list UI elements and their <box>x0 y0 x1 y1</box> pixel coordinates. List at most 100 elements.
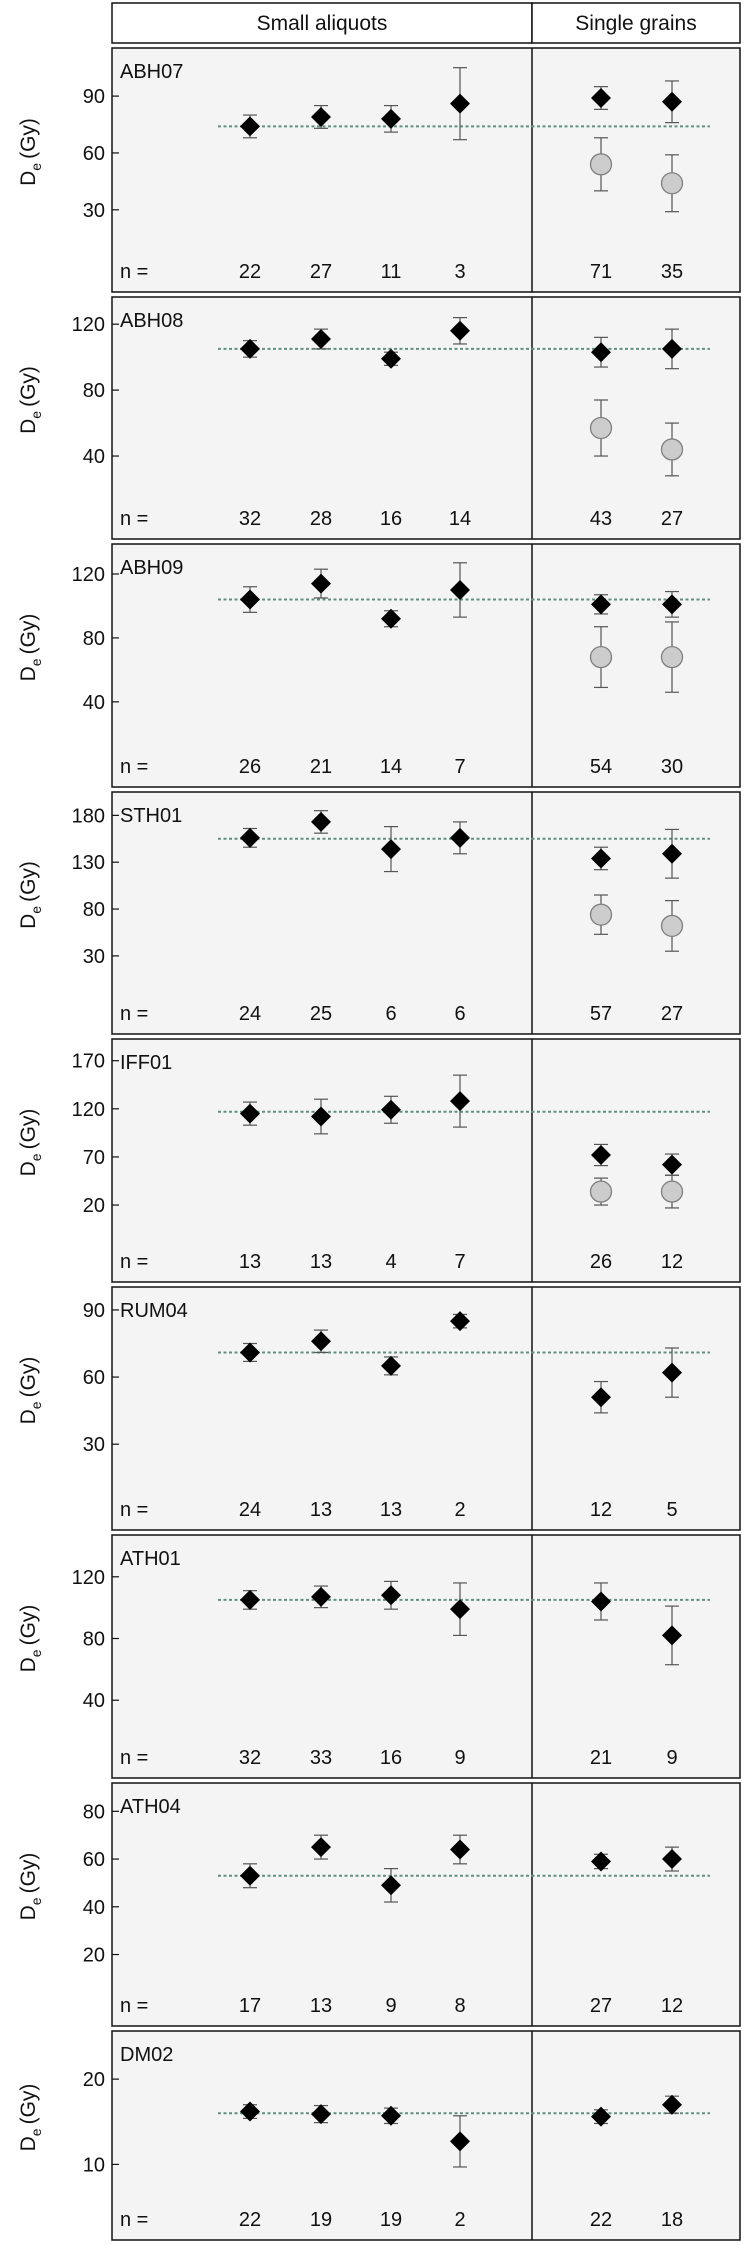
diamond-point-c <box>381 1099 401 1120</box>
panel-title: ATH04 <box>120 1796 181 1818</box>
diamond-point-b <box>311 106 331 127</box>
n-value-f: 12 <box>661 1251 683 1273</box>
y-tick-label: 80 <box>83 1629 105 1651</box>
n-value-f: 30 <box>661 756 683 778</box>
diamond-point-d <box>450 1091 470 1112</box>
n-label: n = <box>120 1995 148 2017</box>
n-value-f: 35 <box>661 261 683 283</box>
n-value-a: 24 <box>239 1003 261 1025</box>
diamond-point-d <box>450 1599 470 1620</box>
n-value-a: 32 <box>239 508 261 530</box>
y-tick-label: 30 <box>83 1434 105 1456</box>
diamond-point-b <box>311 1331 331 1352</box>
panel-title: STH01 <box>120 805 182 827</box>
panel-title: RUM04 <box>120 1300 188 1322</box>
diamond-point-c <box>381 839 401 860</box>
n-label: n = <box>120 1747 148 1769</box>
diamond-point-a <box>240 1865 260 1886</box>
panel-frame <box>111 296 741 540</box>
diamond-point-e <box>591 848 611 869</box>
panel-frame <box>111 1782 741 2027</box>
diamond-point-d <box>450 827 470 848</box>
diamond-point-f <box>662 1625 682 1646</box>
diamond-point-e <box>591 88 611 108</box>
n-value-d: 7 <box>454 756 465 778</box>
panel-abh08: ABH08 De(Gy) 40 80 120 n = 32 28 16 14 43 27 <box>17 296 741 540</box>
y-tick-label: 70 <box>83 1147 105 1169</box>
y-axis-label: De(Gy) <box>17 1109 44 1177</box>
circle-point-f <box>660 645 684 669</box>
n-value-a: 26 <box>239 756 261 778</box>
n-value-c: 9 <box>385 1995 396 2017</box>
y-tick-label: 120 <box>72 1099 105 1121</box>
n-value-c: 11 <box>381 261 402 283</box>
panel-sth01: STH01 De(Gy) 30 80 130 180 n = 24 25 6 6 57 27 <box>17 791 741 1035</box>
diamond-point-f <box>662 338 682 359</box>
n-label: n = <box>120 756 148 778</box>
n-value-b: 27 <box>310 261 332 283</box>
y-tick-label: 90 <box>83 86 105 108</box>
panel-title: ABH07 <box>120 61 183 83</box>
diamond-point-b <box>311 1586 331 1607</box>
y-tick-label: 120 <box>72 1567 105 1589</box>
panel-frame <box>111 47 741 293</box>
n-value-a: 17 <box>239 1995 261 2017</box>
n-value-b: 19 <box>310 2209 332 2231</box>
panel-ath01: ATH01 De(Gy) 40 80 120 n = 32 33 16 9 21 9 <box>17 1534 741 1779</box>
n-label: n = <box>120 1499 148 1521</box>
diamond-point-e <box>591 1851 611 1872</box>
y-tick-label: 20 <box>83 1945 105 1967</box>
diamond-point-c <box>381 1355 401 1376</box>
y-axis-label: De(Gy) <box>17 118 44 186</box>
diamond-point-a <box>240 2101 260 2122</box>
diamond-point-b <box>311 1837 331 1858</box>
circle-point-f <box>660 914 684 938</box>
n-value-b: 13 <box>310 1499 332 1521</box>
n-value-b: 13 <box>310 1995 332 2017</box>
circle-point-e <box>589 903 613 926</box>
panel-abh07: ABH07 De(Gy) 30 60 90 n = 22 27 11 3 71 35 <box>17 47 741 293</box>
circle-point-f <box>660 172 684 195</box>
n-value-c: 14 <box>380 756 402 778</box>
n-label: n = <box>120 508 148 530</box>
n-value-b: 33 <box>310 1747 332 1769</box>
diamond-point-d <box>450 93 470 114</box>
diamond-point-b <box>311 2104 331 2125</box>
n-value-b: 13 <box>310 1251 332 1273</box>
diamond-point-b <box>311 573 331 594</box>
y-tick-label: 80 <box>83 1801 105 1823</box>
y-axis-label: De(Gy) <box>17 2084 44 2152</box>
n-value-a: 22 <box>239 261 261 283</box>
n-value-e: 22 <box>590 2209 612 2231</box>
y-tick-label: 130 <box>72 852 105 874</box>
n-value-a: 13 <box>239 1251 261 1273</box>
diamond-point-a <box>240 1589 260 1610</box>
y-tick-label: 60 <box>83 1849 105 1871</box>
panel-frame <box>111 1038 741 1283</box>
y-tick-label: 10 <box>83 2154 105 2176</box>
n-value-b: 25 <box>310 1003 332 1025</box>
panel-frame <box>111 543 741 788</box>
y-axis-label: De(Gy) <box>17 861 44 929</box>
n-value-f: 5 <box>666 1499 677 1521</box>
y-tick-label: 40 <box>83 446 105 468</box>
n-value-b: 21 <box>310 756 332 778</box>
diamond-point-d <box>450 1839 470 1860</box>
n-value-e: 54 <box>590 756 612 778</box>
header-box-single-grains <box>531 2 741 44</box>
n-value-f: 27 <box>661 1003 683 1025</box>
n-value-e: 21 <box>590 1747 612 1769</box>
y-tick-label: 60 <box>83 143 105 165</box>
panel-ath04: ATH04 De(Gy) 20 40 60 80 n = 17 13 9 8 27 12 <box>17 1782 741 2027</box>
n-value-a: 32 <box>239 1747 261 1769</box>
n-value-d: 14 <box>449 508 471 530</box>
circle-point-f <box>660 1180 684 1203</box>
diamond-point-c <box>381 1585 401 1606</box>
y-tick-label: 80 <box>83 380 105 402</box>
panel-frame <box>111 1534 741 1779</box>
circle-point-e <box>589 153 613 176</box>
n-value-a: 22 <box>239 2209 261 2231</box>
diamond-point-b <box>311 811 331 832</box>
